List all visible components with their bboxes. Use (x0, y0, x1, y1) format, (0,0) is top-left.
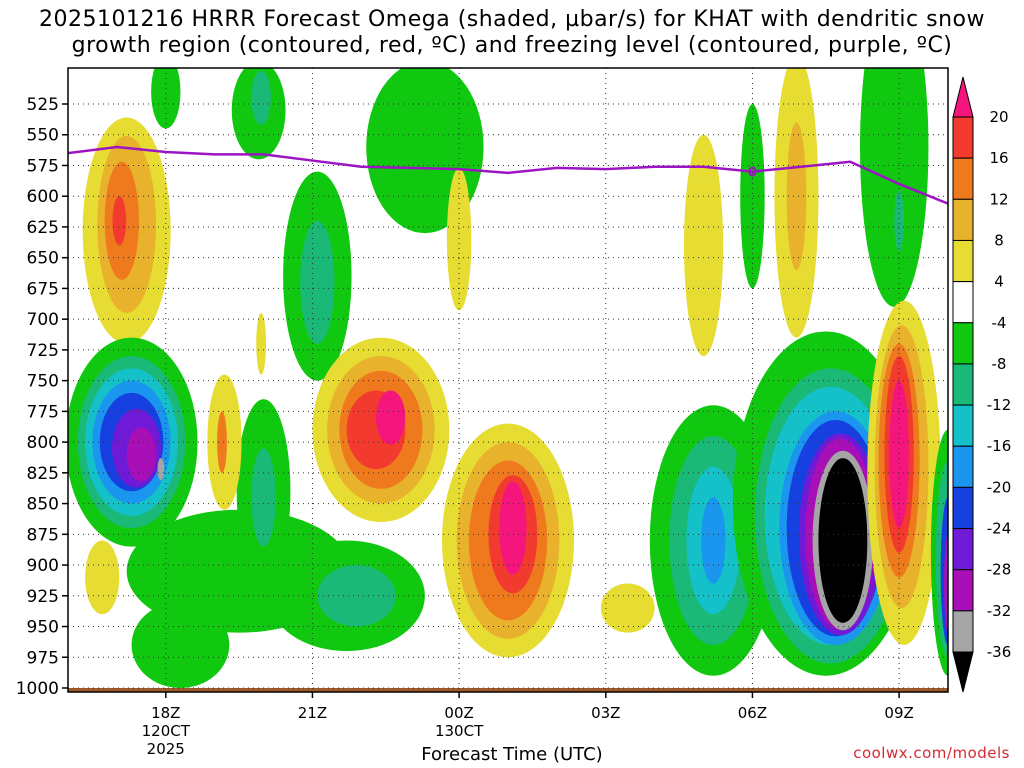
omega-region-pos-05z-aloft-44 (684, 134, 724, 357)
colorbar-label-4: 4 (994, 273, 1004, 291)
y-tick-label-750: 750 (27, 372, 59, 392)
omega-region-neg-06z-aloft-45 (740, 104, 765, 289)
colorbar-label-8: -16 (987, 437, 1012, 455)
colorbar-label-5: -4 (992, 314, 1007, 332)
x-tick-label-18-2: 2025 (147, 740, 185, 758)
colorbar-box-2 (952, 198, 974, 241)
omega-region-pos-01z-38 (499, 481, 527, 575)
omega-region-neg-18z-low-11 (157, 458, 165, 481)
colorbar-box-3 (952, 239, 974, 283)
chart-title-line-2: growth region (contoured, red, ºC) and f… (71, 33, 953, 58)
colorbar-box-6 (952, 363, 974, 406)
omega-region-pos-small-19z-19 (217, 411, 227, 473)
omega-region-pos-07z-aloft-47 (786, 122, 807, 270)
omega-region-neg-19z-top-26 (251, 70, 271, 125)
colorbar-label-10: -24 (987, 520, 1012, 538)
omega-region-neg-10z-edge-67 (944, 534, 948, 633)
colorbar-label-6: -8 (992, 355, 1007, 373)
omega-region-pos-22z-32 (376, 390, 406, 445)
x-axis-title: Forecast Time (UTC) (421, 744, 603, 765)
omega-region-neg-09z-top-57 (860, 68, 929, 307)
colorbar-box-4 (952, 281, 974, 324)
colorbar-box-11 (952, 569, 974, 612)
omega-region-pos-00z-aloft-33 (446, 167, 472, 311)
omega-region-neg-20z-plume-15 (251, 448, 276, 547)
omega-region-neg-05z-43 (701, 497, 726, 584)
colorbar-box-10 (952, 528, 974, 571)
y-axis: 525 550 575 600 625 650 675 700 725 750 775 800 825 8… (16, 95, 68, 699)
y-tick-label-800: 800 (27, 433, 59, 453)
y-tick-label-850: 850 (27, 495, 59, 515)
y-tick-label-725: 725 (27, 341, 59, 361)
chart-title-line-1: 2025101216 HRRR Forecast Omega (shaded, … (39, 7, 985, 32)
x-tick-label-24-0: 00Z (444, 704, 473, 722)
y-tick-label-700: 700 (27, 310, 59, 330)
x-tick-label-24-1: 130CT (435, 722, 484, 740)
colorbar-box-9 (952, 486, 974, 530)
colorbar-label-0: 20 (989, 108, 1008, 126)
colorbar-box-1 (952, 157, 974, 200)
x-tick-label-30-0: 06Z (738, 704, 767, 722)
omega-region-neg-low-22z-17 (317, 565, 396, 627)
x-tick-label-21-0: 21Z (298, 704, 327, 722)
y-tick-label-875: 875 (27, 525, 59, 545)
freezing-level-label: 0 (748, 166, 757, 181)
y-tick-label-550: 550 (27, 126, 59, 146)
freezing-level-line (68, 145, 948, 205)
colorbar-label-11: -28 (987, 561, 1012, 579)
omega-region-pos-09z-63 (889, 380, 909, 529)
y-tick-label-950: 950 (27, 618, 59, 638)
colorbar-label-13: -36 (987, 643, 1012, 661)
omega-region-pos-small-20z-20 (256, 313, 266, 375)
y-tick-label-525: 525 (27, 95, 59, 115)
omega-region-neg-17z-top-24 (151, 68, 181, 129)
omega-region-pos-small-17z-21 (85, 540, 120, 615)
colorbar-box-7 (952, 404, 974, 447)
ground-strip (68, 688, 948, 692)
y-tick-label-675: 675 (27, 279, 59, 299)
x-tick-label-33-0: 09Z (884, 704, 913, 722)
omega-region-pos-18z-aloft-3 (112, 196, 127, 246)
colorbar: 20 16 12 8 4 -4 -8 -12 -16 -20 -24 -28 -32 -36 (952, 76, 1012, 693)
y-tick-label-925: 925 (27, 587, 59, 607)
y-tick-label-600: 600 (27, 187, 59, 207)
y-tick-label-575: 575 (27, 156, 59, 176)
x-tick-label-27-0: 03Z (591, 704, 620, 722)
colorbar-box-12 (952, 610, 974, 653)
credit-text: coolwx.com/models (853, 744, 1010, 762)
omega-region-neg-18z-low-10 (126, 427, 156, 482)
colorbar-label-12: -32 (987, 602, 1012, 620)
y-tick-label-775: 775 (27, 402, 59, 422)
colorbar-box-5 (952, 322, 974, 365)
colorbar-label-9: -20 (987, 478, 1012, 496)
omega-region-pos-03z-small-39 (600, 583, 655, 633)
y-tick-label-975: 975 (27, 648, 59, 668)
x-tick-label-18-1: 120CT (142, 722, 191, 740)
omega-region-neg-21z-aloft-23 (300, 220, 335, 344)
colorbar-bottom-triangle (952, 651, 974, 693)
colorbar-label-1: 16 (989, 149, 1008, 167)
y-tick-label-1000: 1000 (16, 679, 59, 699)
omega-region-neg-09z-top-58 (894, 190, 904, 252)
x-tick-label-18-0: 18Z (151, 704, 180, 722)
colorbar-label-2: 12 (989, 190, 1008, 208)
colorbar-top-triangle (952, 76, 974, 118)
y-tick-label-650: 650 (27, 249, 59, 269)
colorbar-box-0 (952, 116, 974, 159)
ground-surface (68, 688, 948, 692)
colorbar-label-7: -12 (987, 396, 1012, 414)
omega-shading (68, 68, 948, 689)
colorbar-label-3: 8 (994, 231, 1004, 249)
freezing-level-contour: 0 (68, 145, 948, 205)
omega-region-neg-08z-56 (818, 458, 868, 623)
y-tick-label-900: 900 (27, 556, 59, 576)
y-tick-label-625: 625 (27, 218, 59, 238)
omega-region-neg-low-band-13 (131, 601, 230, 689)
grid-lines (68, 68, 948, 692)
y-tick-label-825: 825 (27, 464, 59, 484)
colorbar-box-8 (952, 445, 974, 488)
